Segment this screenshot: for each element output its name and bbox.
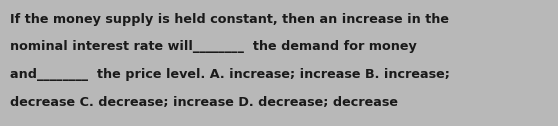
Text: If the money supply is held constant, then an increase in the: If the money supply is held constant, th…	[10, 13, 449, 26]
Text: and________  the price level. A. increase; increase B. increase;: and________ the price level. A. increase…	[10, 68, 450, 81]
Text: decrease C. decrease; increase D. decrease; decrease: decrease C. decrease; increase D. decrea…	[10, 96, 398, 109]
Text: nominal interest rate will________  the demand for money: nominal interest rate will________ the d…	[10, 40, 417, 53]
